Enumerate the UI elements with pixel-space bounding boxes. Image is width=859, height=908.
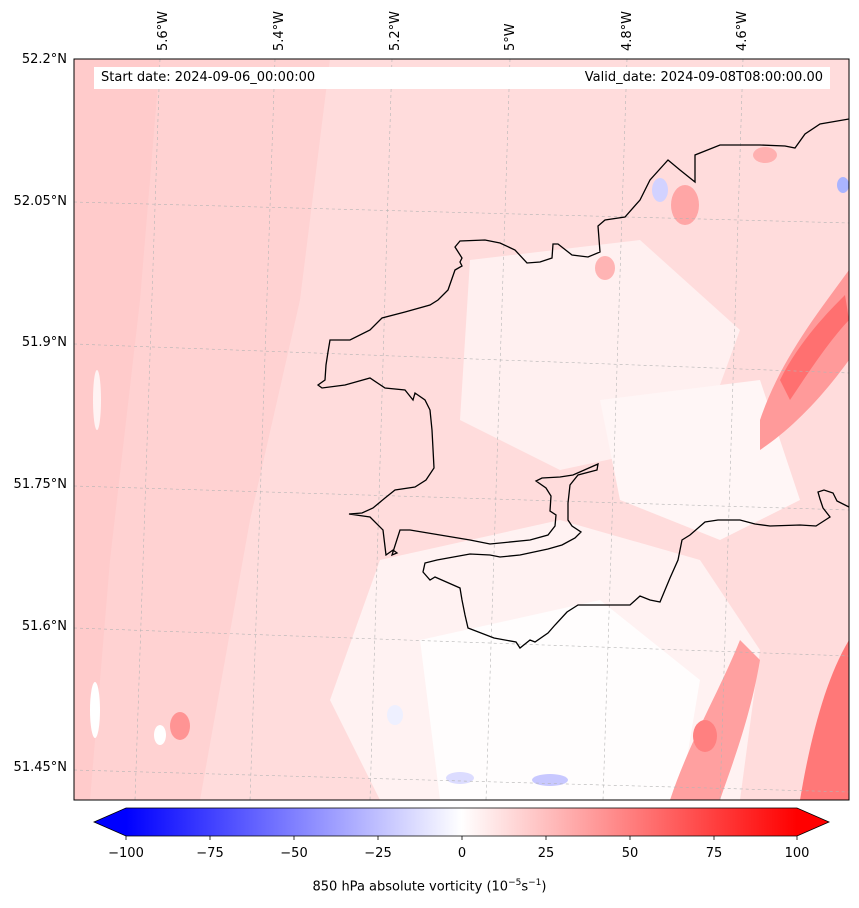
lon-label-5w: 5°W: [503, 23, 518, 51]
colorbar-title-close: ): [541, 879, 547, 895]
valid-date-label: Valid_date: 2024-09-08T08:00:00.00: [584, 70, 823, 85]
colorbar-title-exp1: −5: [508, 878, 522, 888]
colorbar-tick: −100: [108, 846, 144, 861]
colorbar-title-text: 850 hPa absolute vorticity (10: [312, 879, 509, 895]
colorbar-title-exp2: −1: [528, 878, 542, 888]
vorticity-field: [74, 59, 849, 800]
colorbar-tick: 0: [457, 846, 467, 861]
lat-label-51-75n: 51.75°N: [13, 477, 67, 492]
colorbar-title: 850 hPa absolute vorticity (10−5s−1): [0, 878, 859, 894]
colorbar-tick: −25: [364, 846, 392, 861]
colorbar-tick: 25: [537, 846, 555, 861]
map-frame: [73, 58, 850, 801]
colorbar-tick: 100: [784, 846, 810, 861]
start-date-label: Start date: 2024-09-06_00:00:00: [101, 70, 316, 85]
lon-label-4-8w: 4.8°W: [620, 10, 635, 51]
lon-label-4-6w: 4.6°W: [735, 10, 750, 51]
colorbar: [93, 807, 830, 840]
colorbar-tick: −75: [196, 846, 224, 861]
lat-label-52-05n: 52.05°N: [13, 194, 67, 209]
lat-label-51-6n: 51.6°N: [21, 619, 67, 634]
lon-label-5-6w: 5.6°W: [156, 10, 171, 51]
lat-label-52-2n: 52.2°N: [21, 52, 67, 67]
coastline: [316, 118, 849, 649]
lon-label-5-4w: 5.4°W: [272, 10, 287, 51]
lat-label-51-9n: 51.9°N: [21, 335, 67, 350]
colorbar-tick: −50: [280, 846, 308, 861]
lon-label-5-2w: 5.2°W: [388, 10, 403, 51]
colorbar-title-unit: s: [521, 879, 529, 895]
lat-label-51-45n: 51.45°N: [13, 760, 67, 775]
colorbar-tick: 75: [705, 846, 723, 861]
colorbar-tick: 50: [621, 846, 639, 861]
map-header: Start date: 2024-09-06_00:00:00 Valid_da…: [94, 67, 830, 89]
